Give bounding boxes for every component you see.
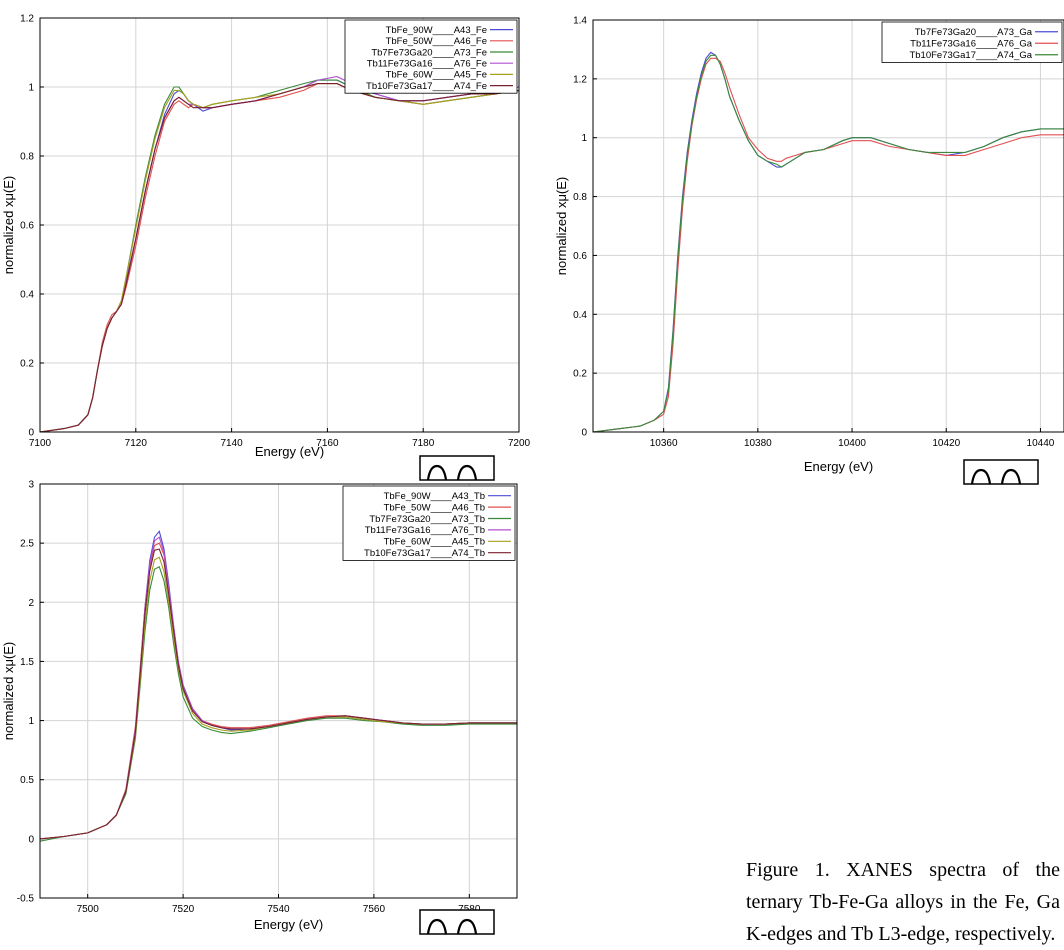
fe-x-tick-label: 7120 [125, 438, 148, 449]
figure-caption: Figure 1. XANES spectra of the ternary T… [746, 859, 1060, 945]
fe-x-axis-label: Energy (eV) [255, 444, 324, 459]
fe-plot-frame [39, 17, 520, 433]
fe-y-tick-label: 0.4 [20, 290, 34, 301]
tb-l3-edge-plot: 75007520754075607580-0.500.511.522.53Ene… [1, 480, 518, 935]
ga-toolbar-arc-left [970, 468, 992, 485]
fe-y-tick-label: 0.6 [20, 221, 34, 232]
ga-y-tick-label: 1.4 [573, 16, 587, 27]
ga-legend-box [881, 21, 1063, 63]
fe-k-edge-chart: 7100 7120 7140 7160 7180 7200 0 0.2 0.4 0.6 0.8 1 1.… [0, 0, 540, 481]
fe-y-tick-label: 1 [28, 83, 34, 94]
tb-legend-label: TbFe_90W____A43_Tb [384, 491, 485, 502]
ga-legend-label: Tb7Fe73Ga20____A73_Ga [915, 27, 1033, 38]
ga-y-tick-label: 1 [581, 133, 587, 144]
fe-toolbar-arc-left [426, 464, 448, 481]
tb-y-tick-label: 3 [28, 480, 34, 491]
fe-legend-label: Tb10Fe73Ga17____A74_Fe [366, 81, 487, 92]
tb-series-line-6 [39, 548, 517, 840]
fe-y-tick-label: 0.2 [20, 359, 34, 370]
fe-y-tick-label: 1.2 [20, 14, 34, 25]
tb-y-tick-label: 0 [28, 834, 34, 845]
tb-y-tick-label: 2.5 [20, 539, 34, 550]
ga-x-tick-label: 10400 [838, 438, 866, 449]
fe-k-edge-plot: 7100 7120 7140 7160 7180 7200 0 0.2 0.4 0.6 0.8 1 1.… [1, 14, 531, 481]
fe-legend-label: TbFe_50W____A46_Fe [386, 36, 487, 47]
tb-x-tick-label: 7560 [363, 904, 386, 915]
fe-x-tick-label: 7180 [412, 438, 435, 449]
ga-x-tick-label: 10440 [1027, 438, 1055, 449]
tb-y-tick-label: 1.5 [20, 657, 34, 668]
ga-x-tick-label: 10380 [744, 438, 772, 449]
ga-toolbar-glyph [963, 459, 1039, 485]
ga-k-edge-chart: 10360 10380 10400 10420 10440 0 0.2 0.4 0.6 0.8 1 1… [540, 0, 1064, 485]
tb-toolbar-arc-left [426, 918, 448, 935]
tb-plot-frame [39, 483, 518, 899]
fe-legend-label: Tb7Fe73Ga20____A73_Fe [371, 47, 487, 58]
tb-x-axis-label: Energy (eV) [254, 917, 323, 932]
ga-x-tick-label: 10420 [932, 438, 960, 449]
ga-x-tick-label: 10360 [650, 438, 678, 449]
fe-x-tick-label: 7100 [29, 438, 52, 449]
fe-x-tick-label: 7160 [316, 438, 339, 449]
tb-l3-edge-chart: 75007520754075607580-0.500.511.522.53Ene… [0, 470, 540, 940]
tb-legend-label: Tb11Fe73Ga16____A76_Tb [365, 525, 485, 536]
fe-x-tick-label: 7140 [220, 438, 243, 449]
ga-toolbar-arc-right [1000, 468, 1022, 485]
tb-y-tick-label: 2 [28, 598, 34, 609]
fe-series-line-6 [39, 83, 520, 433]
fe-y-tick-label: 0.8 [20, 152, 34, 163]
ga-plot-frame [592, 19, 1064, 433]
ga-y-axis-label: normalized xμ(E) [554, 177, 569, 276]
tb-y-tick-label: 1 [28, 716, 34, 727]
fe-legend-box [344, 19, 518, 94]
tb-x-tick-label: 7500 [77, 904, 100, 915]
tb-toolbar-arc-right [456, 918, 478, 935]
fe-y-axis-label: normalized xμ(E) [1, 176, 16, 275]
tb-y-tick-label: 0.5 [20, 775, 34, 786]
tb-toolbar-box [419, 909, 495, 935]
ga-series-line-3 [592, 54, 1064, 433]
ga-y-tick-label: 0.6 [573, 251, 587, 262]
fe-toolbar-glyph [419, 455, 495, 481]
ga-legend-label: Tb10Fe73Ga17____A74_Ga [909, 50, 1032, 61]
ga-legend-label: Tb11Fe73Ga16____A76_Ga [910, 39, 1033, 50]
tb-toolbar-glyph [419, 909, 495, 935]
tb-legend-box [342, 485, 516, 561]
ga-x-axis-label: Energy (eV) [804, 459, 873, 474]
tb-x-tick-label: 7540 [267, 904, 290, 915]
ga-y-tick-label: 0 [581, 428, 587, 439]
ga-y-tick-label: 1.2 [573, 74, 587, 85]
ga-y-tick-label: 0.2 [573, 369, 587, 380]
tb-legend-label: TbFe_50W____A46_Tb [384, 502, 485, 513]
ga-y-tick-label: 0.8 [573, 192, 587, 203]
tb-legend-label: TbFe_60W____A45_Tb [384, 537, 485, 548]
tb-x-tick-label: 7520 [172, 904, 195, 915]
fe-legend-label: TbFe_60W____A45_Fe [386, 70, 487, 81]
tb-y-axis-label: normalized xμ(E) [1, 642, 16, 741]
ga-k-edge-plot: 10360 10380 10400 10420 10440 0 0.2 0.4 0.6 0.8 1 1… [554, 16, 1064, 485]
fe-legend-label: Tb11Fe73Ga16____A76_Fe [367, 59, 487, 70]
ga-y-tick-label: 0.4 [573, 310, 587, 321]
fe-toolbar-arc-right [456, 464, 478, 481]
tb-y-tick-label: -0.5 [17, 894, 35, 905]
tb-legend-label: Tb10Fe73Ga17____A74_Tb [364, 548, 485, 559]
fe-x-tick-label: 7200 [508, 438, 531, 449]
tb-legend-label: Tb7Fe73Ga20____A73_Tb [369, 514, 485, 525]
fe-legend-label: TbFe_90W____A43_Fe [386, 25, 487, 36]
fe-y-tick-label: 0 [28, 428, 34, 439]
